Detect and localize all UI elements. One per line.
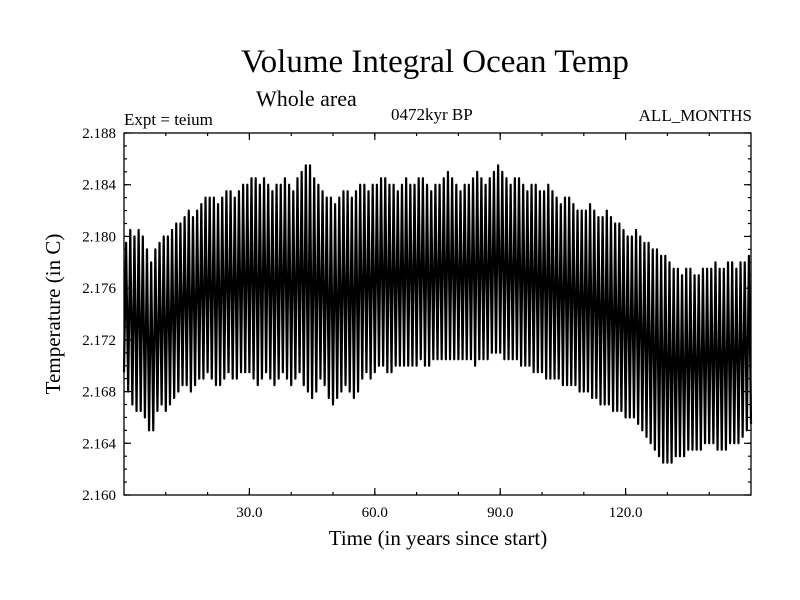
x-tick-label: 30.0	[236, 505, 262, 521]
y-tick-label: 2.164	[82, 436, 116, 452]
y-tick-label: 2.160	[82, 488, 116, 504]
y-axis-label: Temperature (in C)	[41, 234, 65, 395]
period-label: 0472kyr BP	[391, 105, 473, 124]
series-line	[122, 164, 753, 464]
season-label: ALL_MONTHS	[638, 106, 752, 125]
y-tick-label: 2.180	[82, 229, 116, 245]
y-tick-label: 2.176	[82, 281, 116, 297]
chart-title: Volume Integral Ocean Temp	[241, 44, 629, 80]
x-tick-label: 90.0	[487, 505, 513, 521]
chart-subtitle: Whole area	[256, 86, 357, 111]
y-tick-label: 2.188	[82, 126, 116, 142]
x-axis-label: Time (in years since start)	[329, 526, 548, 550]
y-tick-label: 2.184	[82, 178, 116, 194]
experiment-label: Expt = teium	[124, 110, 213, 129]
ticks-layer: 2.160 2.164 2.168 2.172 2.176 2.180 2.184 2.188…	[82, 126, 751, 521]
x-tick-label: 120.0	[609, 505, 643, 521]
y-tick-label: 2.172	[82, 333, 116, 349]
series-layer	[122, 164, 753, 464]
x-tick-label: 60.0	[362, 505, 388, 521]
y-tick-label: 2.168	[82, 385, 116, 401]
